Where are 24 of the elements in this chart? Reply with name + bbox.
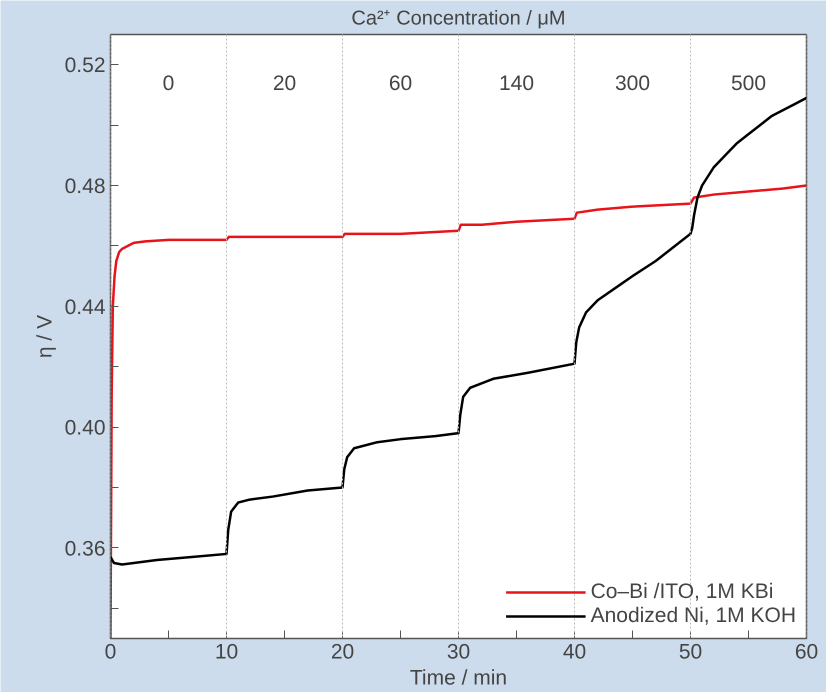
x-tick-label: 40 — [562, 640, 586, 664]
annotation: 20 — [272, 72, 296, 95]
legend-label: Anodized Ni, 1M KOH — [590, 604, 796, 628]
y-tick-label: 0.48 — [64, 175, 106, 198]
x-tick-label: 10 — [214, 640, 238, 664]
annotation: 500 — [730, 72, 766, 95]
y-tick-label: 0.40 — [64, 416, 106, 440]
x-tick-label: 30 — [446, 640, 470, 664]
legend-label: Co–Bi /ITO, 1M KBi — [590, 580, 774, 604]
annotation: 60 — [388, 72, 412, 95]
x-tick-label: 0 — [104, 640, 116, 664]
x-tick-label: 20 — [330, 640, 354, 664]
annotation: 300 — [614, 72, 650, 95]
y-tick-label: 0.36 — [64, 537, 106, 560]
y-axis-title: η / V — [34, 314, 57, 358]
y-tick-label: 0.44 — [64, 296, 106, 319]
annotation: 140 — [498, 72, 534, 95]
annotation: 0 — [162, 72, 174, 95]
x-axis-title: Time / min — [410, 666, 508, 690]
y-tick-label: 0.52 — [64, 54, 106, 78]
x-tick-label: 50 — [678, 640, 702, 664]
x-tick-label: 60 — [794, 640, 818, 664]
line-series — [110, 96, 806, 566]
chart-title: Ca²⁺ Concentration / μM — [351, 8, 566, 30]
